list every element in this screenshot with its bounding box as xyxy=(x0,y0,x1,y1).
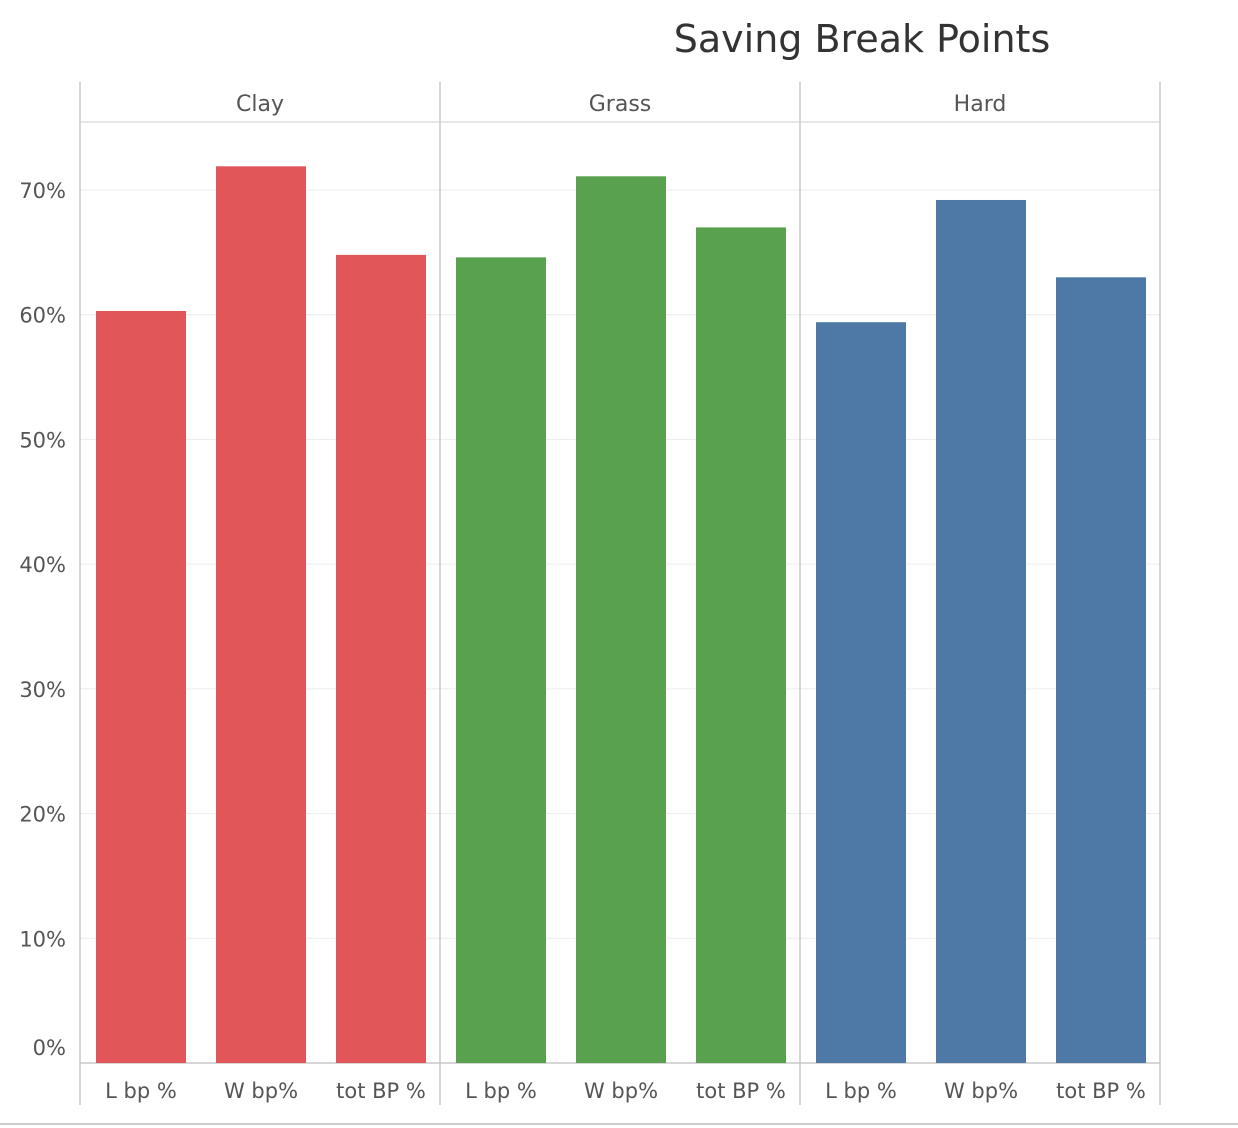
bar-clay-0 xyxy=(96,310,186,1063)
y-tick-label: 60% xyxy=(19,304,66,328)
x-category-label: W bp% xyxy=(224,1079,298,1103)
y-tick-label: 40% xyxy=(19,553,66,577)
bar-hard-1 xyxy=(936,199,1026,1063)
bar-grass-0 xyxy=(456,257,546,1063)
x-category-label: tot BP % xyxy=(696,1079,786,1103)
x-category-label: W bp% xyxy=(944,1079,1018,1103)
bar-hard-2 xyxy=(1056,277,1146,1063)
y-tick-label: 20% xyxy=(19,803,66,827)
x-category-label: tot BP % xyxy=(1056,1079,1146,1103)
bar-clay-1 xyxy=(216,166,306,1063)
x-category-label: L bp % xyxy=(825,1079,897,1103)
bar-hard-0 xyxy=(816,322,906,1063)
y-tick-label: 30% xyxy=(19,678,66,702)
y-tick-label: 50% xyxy=(19,428,66,452)
chart-title: Saving Break Points xyxy=(674,17,1051,61)
x-category-label: L bp % xyxy=(465,1079,537,1103)
x-category-label: tot BP % xyxy=(336,1079,426,1103)
y-tick-label: 10% xyxy=(19,927,66,951)
panel-header-grass: Grass xyxy=(589,92,652,117)
bars xyxy=(96,166,1146,1063)
bar-clay-2 xyxy=(336,254,426,1063)
x-category-label: W bp% xyxy=(584,1079,658,1103)
bar-grass-2 xyxy=(696,227,786,1063)
panel-header-hard: Hard xyxy=(954,92,1007,117)
y-tick-label: 0% xyxy=(33,1036,66,1060)
bar-grass-1 xyxy=(576,176,666,1063)
y-tick-label: 70% xyxy=(19,179,66,203)
x-category-label: L bp % xyxy=(105,1079,177,1103)
labels: 0% 10% 20% 30% 40% 50% 60% 70% Clay L bp % W bp% to… xyxy=(19,92,1146,1103)
panel-header-clay: Clay xyxy=(236,92,284,117)
